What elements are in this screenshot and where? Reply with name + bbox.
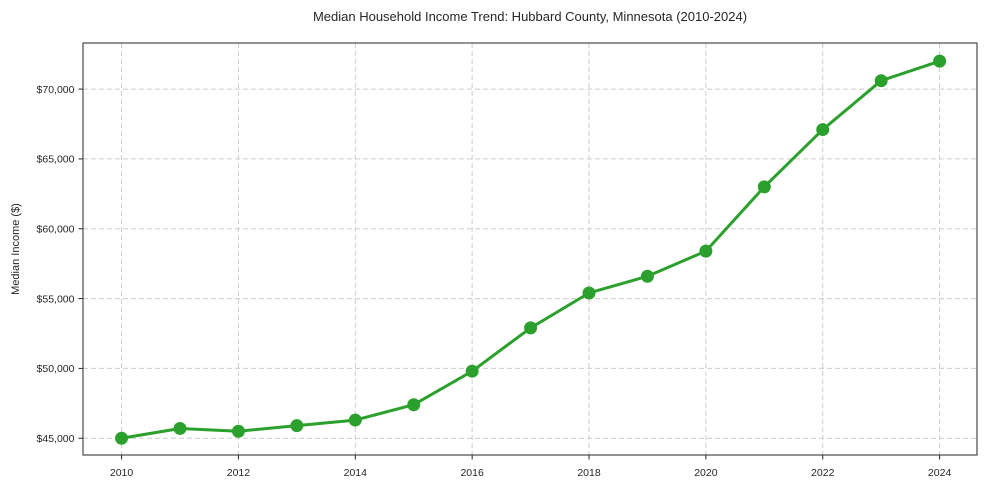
y-tick-label: $50,000 [37,363,75,375]
x-tick-label: 2024 [928,467,952,479]
x-tick-label: 2022 [811,467,835,479]
data-point [407,398,421,412]
income-trend-line [120,59,942,440]
data-point [757,180,771,194]
data-point [115,431,129,445]
data-point [933,54,947,68]
data-point [816,123,830,137]
y-tick-label: $60,000 [37,223,75,235]
y-axis-label: Median Income ($) [10,203,22,295]
data-point [173,421,187,435]
data-point [231,424,245,438]
x-tick-label: 2012 [227,467,251,479]
x-tick-label: 2018 [577,467,601,479]
data-point [465,364,479,378]
y-tick-label: $55,000 [37,293,75,305]
data-point [290,419,304,433]
data-point [524,321,538,335]
data-point [348,413,362,427]
chart-title: Median Household Income Trend: Hubbard C… [312,9,748,24]
data-point [582,286,596,300]
data-point [640,269,654,283]
data-point [699,244,713,258]
y-tick-label: $45,000 [37,433,75,445]
x-tick-label: 2014 [344,467,368,479]
x-tick-label: 2016 [460,467,484,479]
x-tick-label: 2010 [110,467,134,479]
y-tick-label: $70,000 [37,84,75,96]
x-tick-label: 2020 [694,467,718,479]
y-tick-label: $65,000 [37,154,75,166]
data-point [874,74,888,88]
plot-border [82,42,978,456]
